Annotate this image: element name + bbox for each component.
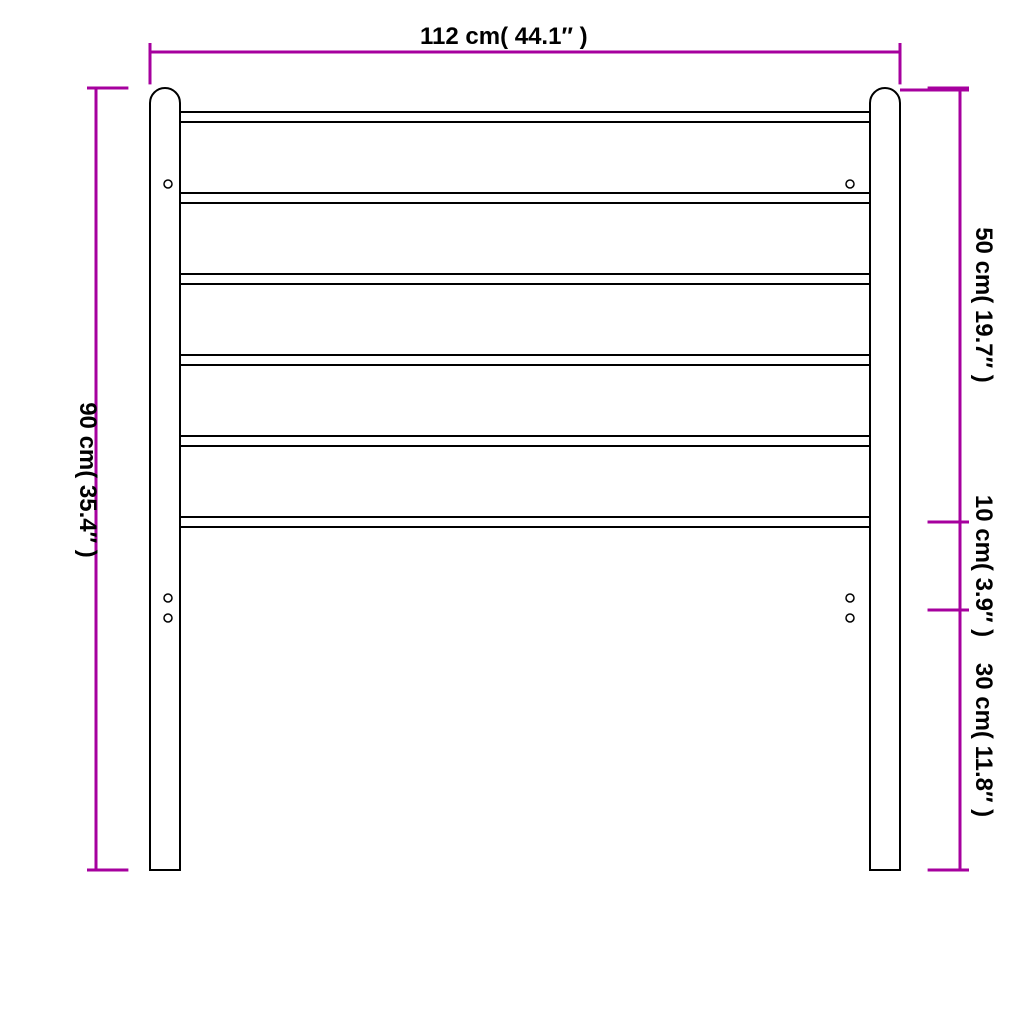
- left-post: [150, 88, 180, 870]
- right-post: [870, 88, 900, 870]
- rail: [165, 193, 885, 203]
- dimension-label: 30 cm( 11.8″ ): [970, 663, 997, 817]
- dimension-top: 112 cm( 44.1″ ): [150, 23, 900, 84]
- bolt-hole: [846, 180, 854, 188]
- bolt-hole: [846, 594, 854, 602]
- bolt-hole: [846, 614, 854, 622]
- product-drawing: [150, 88, 900, 870]
- dimension-right-1: 50 cm( 19.7″ ): [928, 88, 997, 522]
- dimension-right-3: 30 cm( 11.8″ ): [928, 610, 997, 870]
- rail: [165, 436, 885, 446]
- dimension-label: 112 cm( 44.1″ ): [420, 23, 588, 50]
- dimension-label: 90 cm( 35.4″ ): [74, 402, 101, 558]
- rail: [165, 355, 885, 365]
- dimension-label: 50 cm( 19.7″ ): [970, 227, 997, 383]
- dimension-label: 10 cm( 3.9″ ): [970, 495, 997, 637]
- rail: [165, 517, 885, 527]
- rail: [165, 112, 885, 122]
- dimension-left: 90 cm( 35.4″ ): [74, 88, 128, 870]
- rail: [165, 274, 885, 284]
- dimension-right-2: 10 cm( 3.9″ ): [928, 495, 997, 637]
